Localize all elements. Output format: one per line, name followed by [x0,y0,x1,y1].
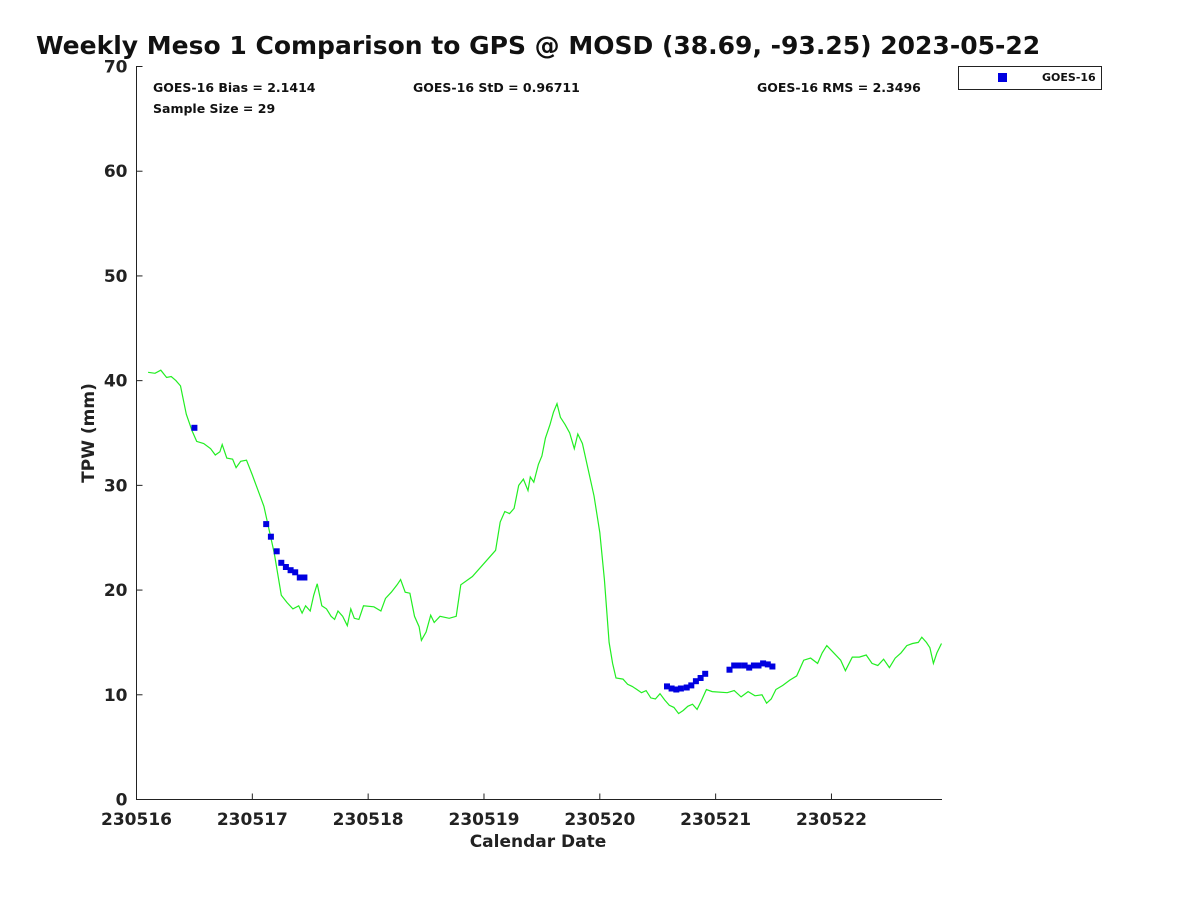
y-tick-label: 20 [104,581,128,601]
y-tick-label: 30 [104,476,128,496]
goes16-point [750,662,757,669]
x-tick-label: 230517 [217,810,288,830]
goes16-point [282,564,289,570]
series-line-gps [148,369,943,715]
sample-size-stat: Sample Size = 29 [153,101,275,116]
x-tick-label: 230522 [796,810,867,830]
std-stat: GOES-16 StD = 0.96711 [413,80,580,95]
y-tick-label: 0 [116,791,128,811]
y-tick-label: 70 [104,58,128,78]
legend-label-goes16: GOES-16 [1042,71,1096,84]
series-layer [148,369,943,715]
y-tick-label: 40 [104,372,128,392]
legend-box [958,66,1102,90]
goes16-point [726,666,733,673]
y-tick-label: 50 [104,267,128,287]
x-tick-label: 230521 [680,810,751,830]
goes16-point [741,662,748,669]
goes16-point [273,548,280,555]
x-tick-label: 230520 [564,810,635,830]
goes16-point [735,662,742,669]
x-tick-label: 230518 [333,810,404,830]
goes16-point [769,663,776,670]
legend: GOES-16 [958,66,1102,90]
goes16-point [755,662,762,669]
goes16-point [668,685,675,692]
y-tick-label: 10 [104,686,128,706]
goes16-point [731,662,738,669]
goes16-point [702,670,709,677]
x-axis-ticks: 230516 230517 230518 230519 230520 230521 2305… [101,793,867,830]
rms-stat: GOES-16 RMS = 2.3496 [757,80,921,95]
x-axis-label: Calendar Date [470,832,607,852]
goes16-point [683,684,690,691]
plot-frame [136,66,942,800]
goes16-point [267,533,274,540]
legend-marker-goes16 [998,73,1007,82]
goes16-point [301,574,308,581]
goes16-point [746,664,753,671]
y-axis-ticks: 0 10 20 30 40 50 60 70 [104,58,143,811]
goes16-point [278,559,285,566]
goes16-point [287,567,294,574]
goes16-point [191,424,198,431]
x-tick-label: 230519 [448,810,519,830]
y-tick-label: 60 [104,162,128,182]
goes16-point [697,675,704,681]
x-tick-label: 230516 [101,810,172,830]
goes16-point [292,569,299,576]
goes16-point [664,683,670,690]
chart-title: Weekly Meso 1 Comparison to GPS @ MOSD (… [36,31,1040,60]
goes16-point [764,661,771,668]
goes16-point [296,574,303,581]
goes16-point [760,660,767,667]
goes16-point [673,686,680,693]
goes16-point [677,685,684,692]
goes16-point [692,678,699,685]
y-axis-label: TPW (mm) [79,383,99,483]
bias-stat: GOES-16 Bias = 2.1414 [153,80,316,95]
goes16-point [263,521,270,528]
goes16-point [688,682,695,689]
